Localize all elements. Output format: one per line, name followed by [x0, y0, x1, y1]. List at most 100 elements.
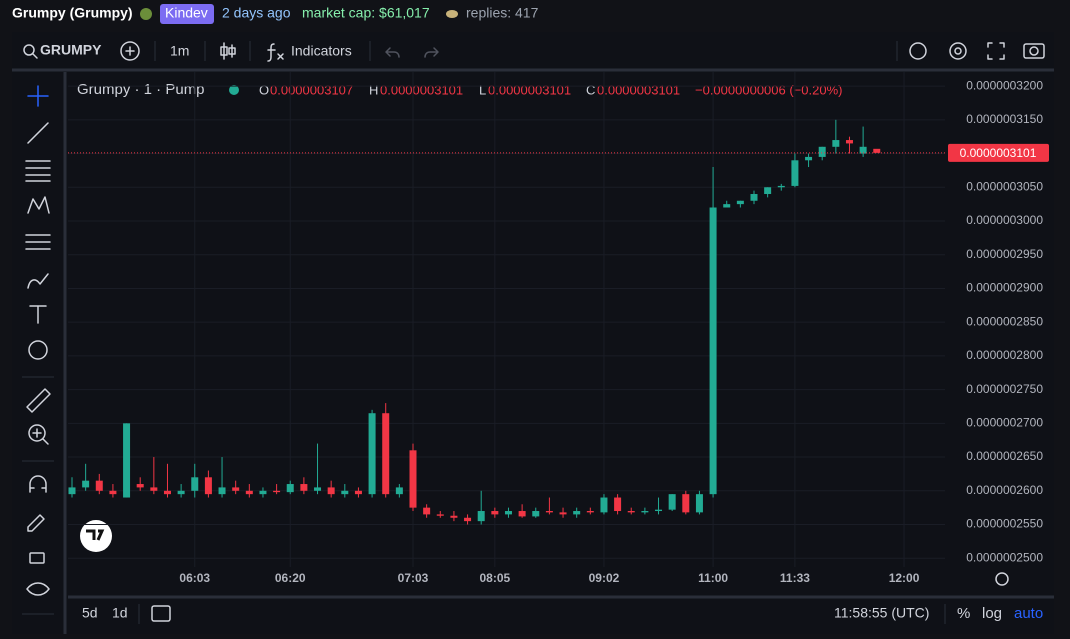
indicators-icon[interactable]	[267, 43, 284, 62]
screenshot[interactable]	[1023, 43, 1045, 59]
interval[interactable]: 1m	[170, 43, 189, 59]
screenshot	[1029, 46, 1039, 56]
candle-body	[518, 511, 526, 517]
emoji-tool[interactable]	[28, 340, 48, 360]
token-name[interactable]: Grumpy (Grumpy)	[12, 5, 133, 21]
date-range[interactable]	[151, 605, 171, 622]
candle-body	[136, 484, 144, 488]
candle-body	[709, 207, 717, 495]
log-toggle[interactable]: log	[982, 605, 1002, 622]
x-tick-label: 12:00	[889, 571, 920, 585]
candle-body	[764, 187, 772, 195]
pattern-tool[interactable]	[27, 196, 50, 214]
candle-body	[177, 490, 185, 495]
candle-body	[573, 511, 581, 515]
ruler-tool[interactable]	[26, 388, 51, 413]
undo[interactable]	[385, 47, 400, 58]
candle-body	[668, 494, 676, 510]
replay[interactable]	[909, 42, 927, 60]
replies[interactable]: replies: 417	[466, 5, 539, 21]
indicators[interactable]: Indicators	[291, 43, 352, 59]
candle-body	[300, 484, 308, 491]
candle-body	[163, 490, 171, 495]
candle-body	[818, 146, 826, 157]
unlock-tool[interactable]	[29, 552, 45, 564]
zoom-tool[interactable]	[28, 424, 46, 442]
y-tick-label: 0.0000002500	[966, 550, 1043, 564]
projection-tool[interactable]	[25, 234, 51, 250]
y-tick-label: 0.0000002700	[966, 416, 1043, 430]
candle-body	[232, 487, 240, 491]
candle-body	[832, 140, 840, 147]
legend-label: L	[479, 82, 486, 97]
axis-settings[interactable]	[995, 572, 1009, 586]
replies-icon	[446, 10, 458, 18]
status-dot	[229, 85, 239, 95]
fullscreen[interactable]	[987, 42, 1005, 60]
search-icon[interactable]	[23, 44, 35, 56]
legend-value: 0.0000003101	[597, 82, 680, 97]
candle-body	[68, 487, 76, 495]
magnet-tool[interactable]	[29, 475, 47, 493]
brush-tool[interactable]	[27, 273, 49, 289]
legend-value: 0.0000003107	[270, 82, 353, 97]
candle-body	[341, 490, 349, 495]
range-button[interactable]: 1d	[112, 605, 128, 621]
candle-body	[750, 194, 758, 201]
y-tick-label: 0.0000002600	[966, 483, 1043, 497]
x-tick-label: 07:03	[398, 571, 429, 585]
visibility-tool[interactable]	[26, 582, 50, 596]
candle-body	[477, 511, 485, 522]
candle-body	[845, 140, 853, 144]
creator-avatar	[140, 8, 152, 20]
text-tool[interactable]	[29, 305, 47, 324]
trendline-tool[interactable]	[27, 122, 49, 144]
candle-body	[723, 204, 731, 208]
candle-body	[395, 487, 403, 495]
last-price-label: 0.0000003101	[960, 146, 1037, 160]
y-tick-label: 0.0000002950	[966, 247, 1043, 261]
settings[interactable]	[949, 42, 967, 60]
candle-body	[327, 487, 335, 495]
crosshair-tool[interactable]	[27, 85, 49, 107]
candle-body	[559, 512, 567, 515]
auto-toggle[interactable]: auto	[1014, 605, 1043, 622]
age: 2 days ago	[222, 5, 291, 21]
candle-body	[777, 185, 785, 188]
tv-logo	[86, 529, 105, 541]
market-cap: market cap: $61,017	[302, 5, 430, 21]
x-tick-label: 11:33	[780, 571, 810, 585]
candle-body	[450, 515, 458, 518]
clock: 11:58:55 (UTC)	[834, 605, 929, 621]
range-button[interactable]: 5d	[82, 605, 98, 621]
legend-value: 0.0000003101	[380, 82, 463, 97]
percent-toggle[interactable]: %	[957, 605, 970, 622]
candle-body	[586, 511, 594, 513]
candle-body	[191, 477, 199, 491]
y-tick-label: 0.0000002850	[966, 314, 1043, 328]
candle-body	[423, 507, 431, 515]
creator[interactable]: Kindev	[165, 5, 208, 21]
legend-title: Grumpy · 1 · Pump	[77, 81, 205, 98]
candle-body	[791, 160, 799, 186]
candle-body	[273, 490, 281, 493]
candle-body	[95, 480, 103, 491]
tv-logo[interactable]	[80, 520, 112, 552]
candle-body	[532, 511, 540, 517]
chart-type[interactable]	[220, 42, 236, 60]
last-price-tag	[948, 143, 1049, 162]
lock-drawings[interactable]	[27, 514, 45, 532]
legend-label: H	[369, 82, 378, 97]
candle-body	[627, 511, 635, 513]
y-tick-label: 0.0000002650	[966, 449, 1043, 463]
fib-tool[interactable]	[25, 160, 51, 182]
search-icon	[32, 53, 38, 59]
candle-body	[805, 156, 813, 161]
add-symbol[interactable]	[120, 41, 140, 61]
candle-body	[545, 511, 553, 513]
creator-badge[interactable]	[160, 4, 214, 24]
symbol[interactable]: GRUMPY	[40, 42, 102, 58]
zoom-tool	[32, 428, 49, 445]
redo[interactable]	[424, 47, 439, 58]
